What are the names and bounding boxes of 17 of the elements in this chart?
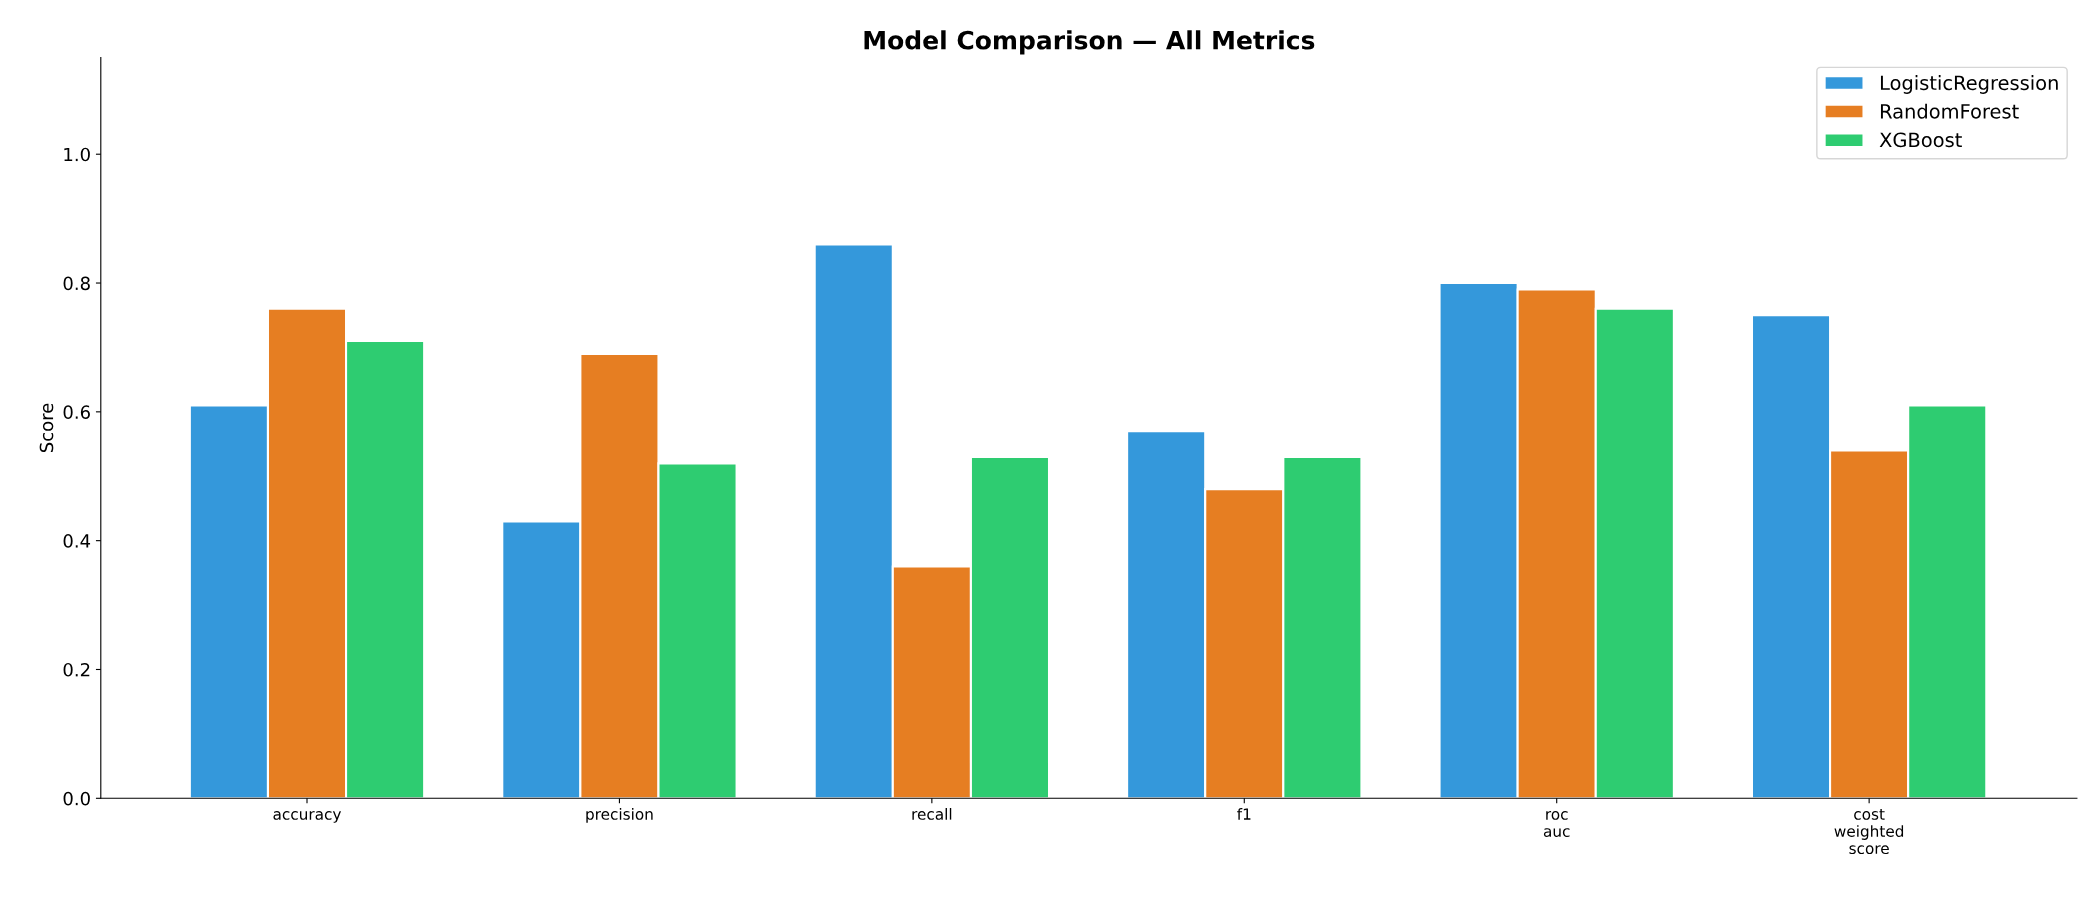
chart-title: Model Comparison — All Metrics [864, 30, 1315, 55]
legend-label: RandomForest [1880, 103, 2019, 119]
y-tick-label: 0.8 [63, 276, 90, 291]
y-tick-label: 0.6 [63, 405, 90, 419]
legend-label: LogisticRegression [1880, 75, 2058, 94]
x-tick-label: recall [912, 808, 952, 820]
legend-label: XGBoost [1879, 132, 1962, 148]
y-tick-label: 0.2 [63, 662, 90, 677]
x-tick-label: precision [586, 808, 653, 823]
y-tick-label: 1.0 [64, 147, 90, 162]
x-tick-label: cost weighted score [1834, 808, 1904, 855]
x-tick-label: f1 [1237, 808, 1251, 820]
y-axis-title: Score [39, 403, 54, 453]
y-tick-label: 0.0 [63, 791, 90, 806]
x-tick-label: accuracy [273, 811, 342, 823]
y-tick-label: 0.4 [63, 534, 91, 548]
x-tick-label: roc auc [1543, 811, 1570, 837]
